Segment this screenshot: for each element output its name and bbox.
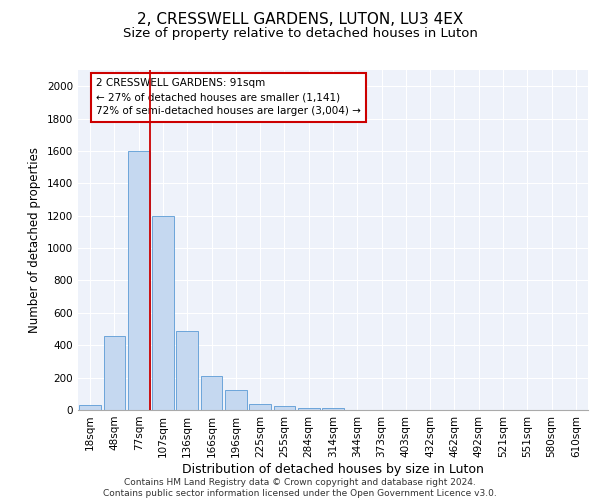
Text: 2, CRESSWELL GARDENS, LUTON, LU3 4EX: 2, CRESSWELL GARDENS, LUTON, LU3 4EX: [137, 12, 463, 28]
Bar: [249, 404, 271, 410]
Bar: [128, 151, 149, 410]
Bar: [225, 390, 247, 410]
Bar: [200, 376, 223, 410]
Text: Contains HM Land Registry data © Crown copyright and database right 2024.
Contai: Contains HM Land Registry data © Crown c…: [103, 478, 497, 498]
Text: Size of property relative to detached houses in Luton: Size of property relative to detached ho…: [122, 28, 478, 40]
Bar: [298, 408, 320, 410]
Bar: [176, 330, 198, 410]
Bar: [79, 405, 101, 410]
Bar: [152, 216, 174, 410]
Text: 2 CRESSWELL GARDENS: 91sqm
← 27% of detached houses are smaller (1,141)
72% of s: 2 CRESSWELL GARDENS: 91sqm ← 27% of deta…: [96, 78, 361, 116]
Bar: [274, 406, 295, 410]
Y-axis label: Number of detached properties: Number of detached properties: [28, 147, 41, 333]
Bar: [104, 336, 125, 410]
Bar: [322, 408, 344, 410]
X-axis label: Distribution of detached houses by size in Luton: Distribution of detached houses by size …: [182, 462, 484, 475]
